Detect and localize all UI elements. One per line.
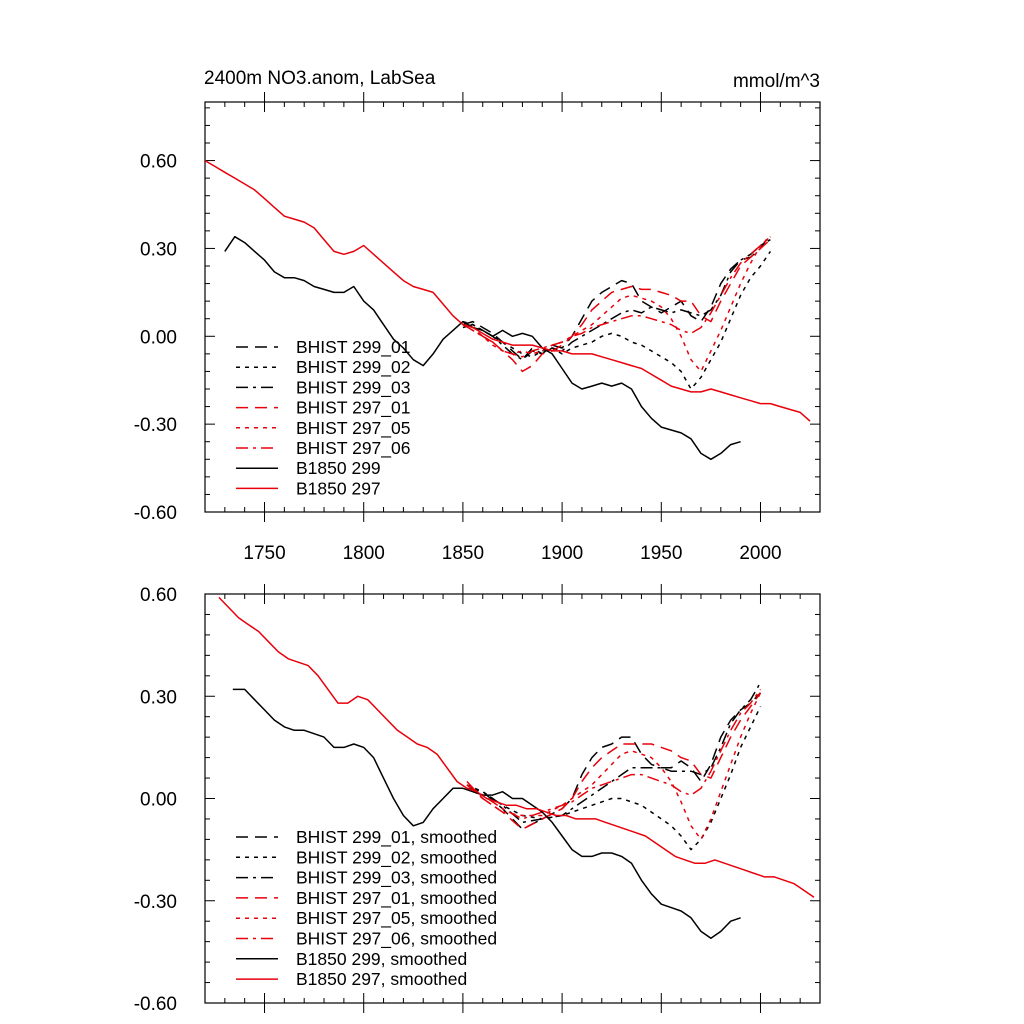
units-label: mmol/m^3	[733, 71, 820, 92]
series-line	[205, 159, 811, 422]
legend-label: B1850 297, smoothed	[296, 969, 467, 989]
legend-label: BHIST 297_05	[296, 418, 410, 439]
series-line	[466, 688, 762, 820]
legend-label: BHIST 299_01, smoothed	[296, 827, 497, 848]
x-tick-label: 1800	[343, 543, 385, 564]
series-line	[466, 692, 762, 830]
legend-label: B1850 299	[296, 458, 381, 478]
y-tick-label: 0.30	[140, 687, 177, 708]
series-line	[466, 692, 762, 830]
y-tick-label: -0.60	[134, 503, 177, 524]
series-line	[462, 250, 772, 390]
x-tick-label: 1950	[640, 543, 682, 564]
y-tick-label: 0.60	[140, 152, 177, 173]
series-line	[462, 239, 771, 373]
series-line	[466, 682, 762, 824]
x-tick-label: 2000	[739, 543, 781, 564]
y-tick-label: -0.60	[134, 994, 177, 1015]
legend-label: BHIST 299_02	[296, 357, 410, 378]
y-tick-label: 0.30	[140, 239, 177, 260]
x-tick-label: 1850	[442, 543, 484, 564]
legend-label: BHIST 299_03, smoothed	[296, 868, 497, 889]
series-line	[462, 238, 771, 361]
legend-label: BHIST 297_01, smoothed	[296, 888, 497, 909]
y-tick-label: 0.00	[140, 327, 177, 348]
y-tick-label: 0.00	[140, 790, 177, 811]
legend-label: BHIST 297_06, smoothed	[296, 929, 497, 950]
legend-label: BHIST 297_05, smoothed	[296, 908, 497, 929]
series-line	[218, 596, 815, 898]
x-tick-label: 1750	[243, 543, 285, 564]
series-line	[232, 688, 741, 939]
y-tick-label: -0.30	[134, 892, 177, 913]
x-tick-label: 1900	[541, 543, 583, 564]
legend-label: BHIST 297_06	[296, 438, 410, 459]
legend-label: BHIST 299_01	[296, 337, 410, 358]
top-panel: -0.60 -0.30 0.00 0.30 0.60 1750 1800 1850 1900 19…	[134, 92, 821, 564]
legend-label: BHIST 299_02, smoothed	[296, 847, 497, 868]
legend-label: BHIST 299_03	[296, 377, 410, 398]
series-line	[462, 236, 771, 358]
y-tick-label: -0.30	[134, 415, 177, 436]
legend-label: B1850 299, smoothed	[296, 949, 467, 969]
legend-label: B1850 297	[296, 478, 381, 498]
series-line	[466, 692, 762, 841]
series-line	[466, 706, 762, 851]
chart-title: 2400m NO3.anom, LabSea	[204, 68, 436, 89]
y-tick-label: 0.60	[140, 585, 177, 606]
series-line	[224, 235, 741, 461]
plot-frame	[204, 101, 821, 513]
series-line	[462, 233, 772, 361]
bottom-panel: -0.60 -0.30 0.00 0.30 0.60 BHIST 299_01, smoo…	[134, 584, 821, 1015]
legend-label: BHIST 297_01	[296, 398, 410, 419]
